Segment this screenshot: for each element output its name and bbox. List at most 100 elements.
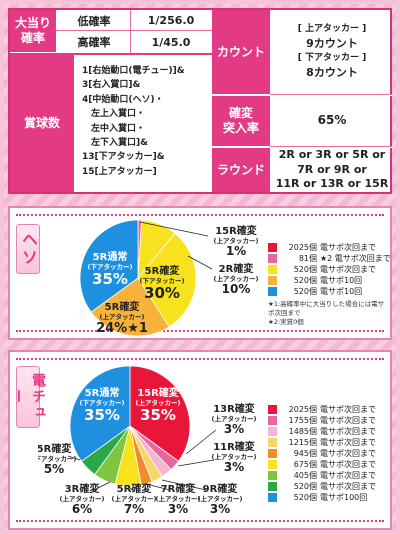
round-label: ラウンド	[212, 148, 270, 192]
slice-percent-label: 3%	[224, 460, 244, 474]
slice-percent-label: 30%	[144, 284, 180, 302]
slice-sub-label: (下アタッカー)	[80, 398, 125, 407]
slice-name-label: 5R確変	[145, 264, 181, 277]
legend-swatch	[268, 287, 277, 296]
slice-percent-label: 35%	[92, 270, 128, 288]
prize-line: 左上入賞口・	[82, 109, 146, 120]
slice-percent-label: 3%	[210, 502, 230, 516]
slice-percent-label: 3%	[224, 422, 244, 436]
count-line: 8カウント	[306, 66, 358, 80]
slice-percent-label: 6%	[72, 502, 92, 516]
divider	[56, 30, 212, 31]
heso-notes: ★1:高確率中に大当りした場合には電サポ次回まで ★2:実質0個	[268, 300, 390, 327]
pie-slice	[79, 219, 139, 313]
legend-row: 520個 電サポ次回まで	[268, 481, 376, 492]
slice-sub-label: (上アタッカー)	[198, 494, 243, 503]
heso-tag: ヘソ	[16, 224, 40, 274]
leader-line	[177, 459, 215, 467]
divider	[270, 94, 392, 95]
slice-sub-label: (上アタッカー)	[212, 452, 257, 461]
pie-slice	[129, 365, 191, 462]
slice-name-label: 13R確変	[213, 402, 256, 415]
legend-swatch	[268, 493, 277, 502]
note-line: ★2:実質0個	[268, 318, 304, 326]
legend-desc: 電サポ次回まで	[320, 438, 376, 447]
slice-sub-label: (上アタッカー)	[214, 236, 259, 245]
round-line: 11R or 13R or 15R	[275, 177, 389, 191]
legend-swatch	[268, 482, 277, 491]
prize-line: 3[右入賞口]&	[82, 80, 141, 91]
legend-row: 2025個 電サポ次回まで	[268, 242, 391, 253]
count-values: [ 上アタッカー ] 9カウント [ 下アタッカー ] 8カウント	[272, 10, 392, 94]
legend-count: 520個	[293, 287, 317, 296]
slice-sub-label: (上アタッカー)	[100, 312, 145, 321]
legend-desc: 電サポ100回	[320, 493, 368, 502]
legend-desc: 電サポ次回まで	[320, 471, 376, 480]
count-line: [ 上アタッカー ]	[297, 24, 367, 35]
legend-count: 1755個	[288, 416, 317, 425]
legend-count: 2025個	[288, 405, 317, 414]
high-prob-label: 高確率	[77, 36, 111, 49]
slice-sub-label: (下アタッカー)	[140, 276, 185, 285]
legend-count: 520個	[293, 493, 317, 502]
high-prob-value: 1/45.0	[151, 35, 191, 49]
prize-line: 4[中始動口(ヘソ)・	[82, 94, 164, 105]
slice-sub-label: (上アタッカー)	[214, 274, 259, 283]
leader-line	[127, 485, 133, 491]
legend-swatch	[268, 438, 277, 447]
prize-label: 賞球数	[10, 55, 74, 192]
slice-sub-label: (上アタッカー)	[156, 494, 201, 503]
slice-percent-label: 1%	[226, 244, 246, 258]
leader-line	[67, 455, 81, 461]
slice-sub-label: (下アタッカー)	[88, 262, 133, 271]
slice-percent-label: 35%	[84, 406, 120, 424]
legend-desc: 電サポ次回まで	[320, 460, 376, 469]
note-line: ★1:高確率中に大当りした場合には電サポ次回まで	[268, 300, 385, 317]
slice-name-label: 7R確変	[161, 482, 197, 495]
denchu-panel: 電チュー 15R確変 (上アタッカー) 35% 5R通常 (下アタッカー) 35% 13R確…	[8, 350, 392, 530]
round-line: 2R or 3R or 5R or	[278, 147, 386, 161]
slice-name-label: 5R確変	[38, 442, 72, 455]
dotted-border	[16, 214, 384, 216]
legend-desc: 電サポ次回まで	[320, 482, 376, 491]
legend-desc: 電サポ10回	[320, 276, 363, 285]
legend-count: 405個	[293, 471, 317, 480]
legend-desc: 電サポ次回まで	[320, 416, 376, 425]
divider	[270, 146, 392, 147]
denchu-legend: 2025個 電サポ次回まで 1755個 電サポ次回まで 1485個 電サポ次回まで 1215…	[268, 404, 376, 503]
count-label: カウント	[212, 10, 270, 94]
legend-swatch	[268, 265, 277, 274]
slice-sub-label: (上アタッカー)	[212, 414, 257, 423]
legend-count: 945個	[293, 449, 317, 458]
slice-name-label: 5R通常	[85, 386, 120, 399]
slice-name-label: 3R確変	[65, 482, 101, 495]
legend-row: 1755個 電サポ次回まで	[268, 415, 376, 426]
legend-swatch	[268, 427, 277, 436]
slice-percent-label: 5%	[44, 462, 64, 476]
legend-desc: 電サポ次回まで	[320, 243, 376, 252]
slice-name-label: 15R確変	[215, 224, 258, 237]
legend-row: 520個 電サポ100回	[268, 492, 376, 503]
legend-count: 520個	[293, 482, 317, 491]
legend-row: 1485個 電サポ次回まで	[268, 426, 376, 437]
prize-line: 13[下アタッカー]&	[82, 152, 165, 163]
divider	[212, 94, 392, 96]
round-line: 7R or 9R or	[297, 162, 367, 176]
legend-count: 675個	[293, 460, 317, 469]
jackpot-label: 大当り 確率	[10, 10, 56, 52]
slice-name-label: 5R確変	[105, 300, 141, 313]
legend-desc: 電サポ10回	[320, 287, 363, 296]
low-prob-value: 1/256.0	[147, 14, 195, 27]
leader-line	[185, 429, 217, 455]
legend-row: 945個 電サポ次回まで	[268, 448, 376, 459]
legend-count: 520個	[293, 265, 317, 274]
slice-sub-label: (上アタッカー)	[60, 494, 105, 503]
legend-swatch	[268, 405, 277, 414]
slice-name-label: 11R確変	[213, 440, 256, 453]
legend-swatch	[268, 276, 277, 285]
pie-slice	[90, 277, 170, 337]
slice-name-label: 15R確変	[137, 386, 180, 399]
kakuhen-value: 65%	[317, 113, 347, 128]
legend-desc: 電サポ次回まで	[320, 427, 376, 436]
slice-name-label: 5R確変	[117, 482, 153, 495]
